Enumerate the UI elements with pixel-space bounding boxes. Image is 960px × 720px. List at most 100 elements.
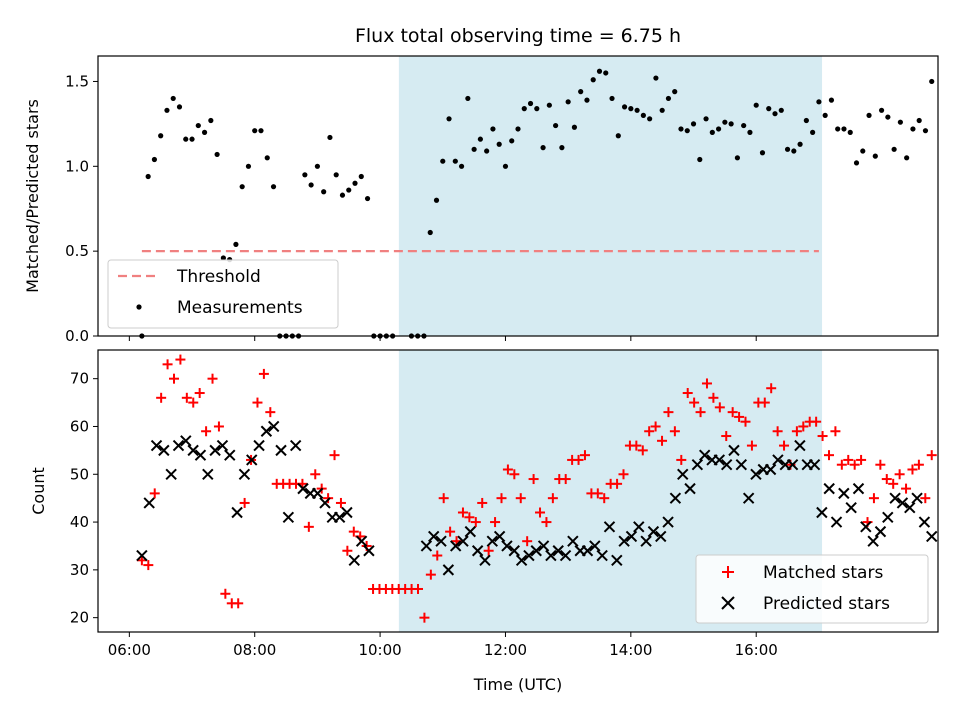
predicted-star-point [596, 549, 608, 562]
matched-star-point [335, 497, 346, 508]
measurement-point [164, 107, 170, 113]
bottom-legend: Matched stars Predicted stars [695, 554, 929, 624]
measurement-point [327, 134, 333, 141]
measurement-point [214, 151, 220, 158]
matched-star-point [136, 555, 147, 566]
measurement-point [584, 97, 590, 103]
matched-star-point [875, 459, 886, 470]
measurement-point [527, 100, 534, 107]
predicted-star-point [830, 516, 843, 528]
matched-star-point [502, 464, 513, 475]
measurement-point [810, 129, 816, 135]
measurement-point [778, 107, 784, 113]
matched-star-point [849, 459, 860, 470]
measurement-point [339, 192, 346, 198]
predicted-star-point [363, 545, 375, 557]
predicted-star-point [640, 535, 652, 547]
matched-star-point [843, 454, 854, 465]
predicted-star-point [559, 549, 572, 562]
measurement-point [314, 163, 321, 169]
matched-star-point [657, 435, 668, 446]
measurement-point [916, 117, 922, 124]
measurement-point [841, 126, 847, 132]
legend-predicted-swatch [721, 596, 735, 610]
predicted-star-point [764, 463, 777, 476]
predicted-star-point [567, 535, 579, 547]
y-tick-label: 20 [70, 609, 89, 627]
measurement-point [640, 112, 646, 118]
predicted-star-point [260, 425, 273, 437]
measurement-point [496, 141, 502, 147]
matched-star-point [201, 426, 212, 437]
x-tick-label-0: 06:00 [108, 641, 151, 659]
matched-star-point [579, 450, 590, 461]
matched-star-point [252, 397, 263, 408]
measurement-point [509, 138, 515, 144]
bottom-legend-box [695, 554, 929, 624]
legend-matched-label: Matched stars [763, 563, 883, 583]
legend-measurements-label: Measurements [177, 298, 303, 318]
matched-star-point [682, 388, 693, 399]
x-axis-label: Time (UTC) [473, 675, 562, 694]
y-tick-label: 50 [70, 465, 89, 483]
measurement-point [853, 160, 860, 166]
predicted-star-point [845, 502, 857, 514]
measurement-point [678, 126, 684, 132]
measurement-point [452, 158, 458, 164]
matched-star-point [168, 373, 179, 384]
matched-star-point [637, 445, 648, 456]
matched-star-point [432, 550, 443, 561]
measurement-point [741, 122, 747, 129]
predicted-star-point [823, 482, 835, 495]
measurement-point [791, 148, 797, 154]
predicted-star-point [625, 530, 638, 543]
matched-star-point [220, 588, 231, 599]
measurement-point [860, 148, 866, 154]
predicted-star-point [501, 540, 513, 552]
matched-star-point [348, 526, 359, 537]
predicted-star-point [333, 511, 346, 523]
matched-star-point [913, 459, 924, 470]
measurement-point [647, 116, 653, 122]
predicted-star-point [677, 468, 689, 480]
measurement-point [195, 122, 201, 129]
predicted-star-point [750, 468, 762, 480]
y-tick-label: 0.0 [65, 327, 89, 345]
measurement-point [747, 129, 753, 135]
matched-star-point [926, 450, 937, 461]
measurement-point [446, 116, 452, 122]
measurement-point [239, 184, 245, 190]
measurement-point [546, 102, 552, 108]
x-tick-label-4: 14:00 [609, 641, 652, 659]
predicted-star-point [633, 521, 645, 533]
predicted-star-point [282, 511, 295, 523]
measurement-point [847, 129, 853, 135]
matched-star-point [817, 431, 828, 442]
measurement-point [634, 107, 640, 113]
measurement-point [897, 119, 903, 125]
measurement-point [684, 128, 690, 134]
measurement-point [484, 148, 490, 154]
measurement-point [183, 136, 189, 142]
measurement-point [302, 172, 308, 178]
matched-star-point [258, 368, 269, 379]
predicted-star-point [158, 444, 170, 457]
measurement-point [615, 133, 621, 139]
predicted-star-point [647, 525, 660, 538]
measurement-point [252, 128, 258, 134]
predicted-star-point [742, 492, 755, 504]
matched-star-point [856, 454, 867, 465]
matched-star-point [772, 426, 783, 437]
measurement-point [609, 95, 615, 102]
matched-star-point [592, 488, 603, 499]
matched-star-point [342, 545, 353, 556]
measurement-point [559, 145, 565, 151]
measurement-point [722, 119, 728, 125]
measurement-point [929, 78, 935, 85]
measurement-point [352, 180, 358, 186]
measurement-point [364, 195, 371, 202]
measurement-point [690, 121, 697, 127]
measurement-point [358, 173, 364, 180]
measurement-point [672, 89, 678, 95]
bottom-y-axis-label: Count [29, 467, 48, 515]
